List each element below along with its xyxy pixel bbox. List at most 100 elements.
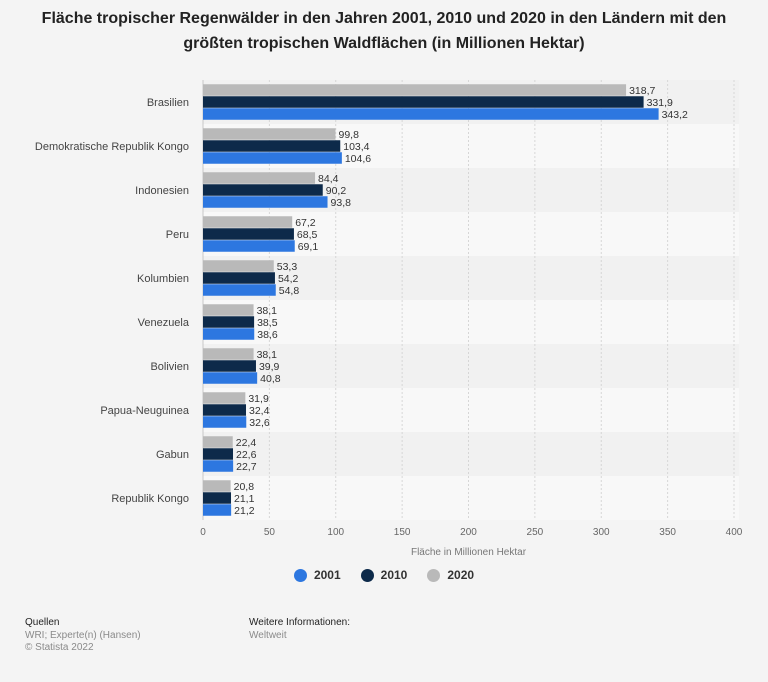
- legend-item-2010[interactable]: 2010: [360, 568, 408, 582]
- bar-2020: [203, 436, 233, 448]
- bar-2010: [203, 140, 341, 152]
- category-label: Brasilien: [147, 97, 189, 109]
- bar-2010: [203, 96, 644, 108]
- data-label-2001: 69,1: [298, 241, 319, 253]
- bar-2001: [203, 152, 342, 164]
- data-label-2020: 99,8: [338, 129, 359, 141]
- bar-2010: [203, 228, 294, 240]
- bar-2010: [203, 184, 323, 196]
- bar-chart: 0 50 100 150 200 250 300 350 400 Fläche in Millio…: [35, 80, 743, 558]
- row-band: [203, 388, 739, 432]
- category-label: Indonesien: [135, 185, 189, 197]
- category-label: Bolivien: [150, 361, 189, 373]
- category-label: Papua-Neuguinea: [100, 405, 190, 417]
- data-label-2001: 22,7: [236, 461, 257, 473]
- data-label-2020: 20,8: [234, 481, 255, 493]
- bar-2010: [203, 272, 275, 284]
- x-axis-title: Fläche in Millionen Hektar: [411, 547, 527, 558]
- data-label-2010: 54,2: [278, 273, 299, 285]
- bar-2001: [203, 460, 234, 472]
- data-label-2010: 68,5: [297, 229, 318, 241]
- data-label-2020: 31,9: [248, 393, 269, 405]
- data-label-2010: 21,1: [234, 493, 255, 505]
- bar-2001: [203, 240, 295, 252]
- bar-2001: [203, 504, 232, 516]
- x-tick-label: 300: [593, 527, 610, 538]
- legend-label-2010: 2010: [380, 568, 408, 582]
- data-label-2001: 54,8: [279, 285, 300, 297]
- data-label-2001: 104,6: [345, 153, 371, 165]
- bar-2001: [203, 108, 659, 120]
- row-band: [203, 256, 739, 300]
- info-line-1: Weltweit: [249, 630, 287, 641]
- data-label-2001: 343,2: [662, 109, 688, 121]
- category-label: Kolumbien: [137, 273, 189, 285]
- data-label-2020: 22,4: [236, 437, 257, 449]
- sources-line-1: WRI; Experte(n) (Hansen): [25, 630, 141, 641]
- sources-block: Quellen WRI; Experte(n) (Hansen) © Stati…: [25, 617, 141, 654]
- bar-2010: [203, 492, 232, 504]
- bar-2020: [203, 260, 274, 272]
- bar-2020: [203, 392, 246, 404]
- data-label-2020: 84,4: [318, 173, 339, 185]
- data-label-2010: 32,4: [249, 405, 270, 417]
- category-label: Gabun: [156, 449, 189, 461]
- row-band: [203, 476, 739, 520]
- bar-2020: [203, 84, 627, 96]
- x-tick-label: 250: [527, 527, 544, 538]
- data-label-2001: 38,6: [257, 329, 278, 341]
- row-band: [203, 432, 739, 476]
- data-label-2020: 53,3: [277, 261, 298, 273]
- data-label-2010: 331,9: [647, 97, 673, 109]
- sources-heading: Quellen: [25, 617, 60, 628]
- bar-2020: [203, 172, 316, 184]
- x-tick-label: 350: [659, 527, 676, 538]
- bar-2001: [203, 284, 276, 296]
- sources-line-2: © Statista 2022: [25, 642, 94, 653]
- info-heading: Weitere Informationen:: [249, 617, 350, 628]
- legend-item-2020[interactable]: 2020: [427, 568, 474, 582]
- category-label: Demokratische Republik Kongo: [35, 141, 189, 153]
- x-tick-label: 50: [264, 527, 276, 538]
- data-label-2010: 38,5: [257, 317, 278, 329]
- data-label-2020: 38,1: [257, 305, 278, 317]
- data-label-2010: 103,4: [343, 141, 369, 153]
- data-label-2020: 318,7: [629, 85, 655, 97]
- bar-2010: [203, 448, 234, 460]
- data-label-2010: 90,2: [326, 185, 347, 197]
- bar-2001: [203, 416, 247, 428]
- bar-2001: [203, 328, 255, 340]
- category-label: Republik Kongo: [111, 493, 189, 505]
- data-label-2001: 32,6: [249, 417, 270, 429]
- bar-2001: [203, 196, 328, 208]
- data-label-2001: 40,8: [260, 373, 281, 385]
- data-label-2001: 21,2: [234, 505, 255, 517]
- bar-2020: [203, 480, 231, 492]
- x-tick-label: 200: [460, 527, 477, 538]
- row-band: [203, 344, 739, 388]
- data-label-2020: 67,2: [295, 217, 316, 229]
- category-label: Peru: [166, 229, 189, 241]
- x-tick-label: 150: [394, 527, 411, 538]
- info-block: Weitere Informationen: Weltweit: [249, 617, 350, 642]
- bar-2020: [203, 128, 336, 140]
- bar-2010: [203, 404, 247, 416]
- bar-2010: [203, 316, 255, 328]
- data-label-2020: 38,1: [257, 349, 278, 361]
- legend-label-2020: 2020: [447, 568, 475, 582]
- legend-dot-2001: [293, 568, 307, 582]
- bar-2001: [203, 372, 258, 384]
- legend-label-2001: 2001: [313, 568, 341, 582]
- data-label-2001: 93,8: [331, 197, 352, 209]
- x-tick-label: 100: [327, 527, 344, 538]
- bar-2020: [203, 304, 254, 316]
- bar-2020: [203, 348, 254, 360]
- x-tick-label: 0: [200, 527, 206, 538]
- chart-title: Fläche tropischer Regenwälder in den Jah…: [41, 10, 727, 52]
- bar-2010: [203, 360, 256, 372]
- legend-item-2001[interactable]: 2001: [293, 568, 341, 582]
- row-band: [203, 300, 739, 344]
- category-label: Venezuela: [138, 317, 190, 329]
- legend-dot-2020: [427, 568, 441, 582]
- chart-legend: 2001 2010 2020: [0, 568, 768, 582]
